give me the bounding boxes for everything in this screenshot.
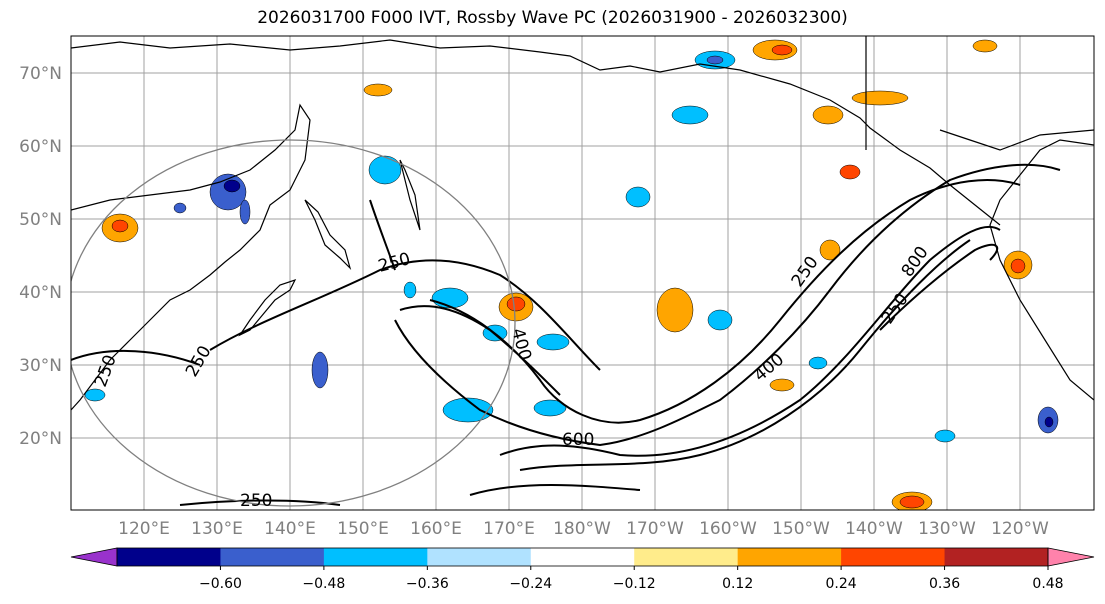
colorbar-tick-label: −0.60 — [199, 576, 242, 592]
contour-label: 250 — [240, 491, 272, 511]
colorbar-segment — [323, 548, 428, 566]
colorbar-tick-label: 0.24 — [826, 576, 857, 592]
lon-label: 140°E — [264, 519, 316, 539]
colorbar-extend-max — [1047, 547, 1095, 567]
colorbar-tick-label: −0.36 — [406, 576, 449, 592]
colorbar-extend-min — [70, 547, 118, 567]
lat-label: 20°N — [19, 429, 62, 449]
lat-label: 70°N — [19, 64, 62, 84]
colorbar-ticks: −0.60 −0.48 −0.36 −0.24 −0.12 0.12 0.24 0.36 0.4… — [199, 566, 1064, 592]
lon-label: 120°W — [991, 519, 1049, 539]
colorbar-segment — [530, 548, 635, 566]
map-title: 2026031700 F000 IVT, Rossby Wave PC (202… — [257, 8, 848, 28]
colorbar-tick-label: 0.36 — [929, 576, 960, 592]
anomaly-patches — [84, 39, 1059, 510]
colorbar: −0.60 −0.48 −0.36 −0.24 −0.12 0.12 0.24 0.36 0.4… — [70, 547, 1095, 592]
lon-label: 180°W — [553, 519, 611, 539]
longitude-labels: 120°E 130°E 140°E 150°E 160°E 170°E 180°… — [118, 519, 1049, 539]
coastlines — [71, 36, 1094, 411]
colorbar-tick-label: −0.48 — [302, 576, 345, 592]
lat-label: 50°N — [19, 210, 62, 230]
colorbar-frame — [116, 547, 1049, 567]
lon-label: 130°W — [918, 519, 976, 539]
lon-label: 130°E — [191, 519, 243, 539]
colorbar-segment — [737, 548, 842, 566]
lon-label: 170°E — [483, 519, 535, 539]
lon-label: 150°W — [772, 519, 830, 539]
lon-label: 170°W — [626, 519, 684, 539]
colorbar-segment — [220, 548, 325, 566]
lat-label: 60°N — [19, 137, 62, 157]
lat-label: 30°N — [19, 356, 62, 376]
lon-label: 140°W — [845, 519, 903, 539]
colorbar-segment — [944, 548, 1049, 566]
colorbar-tick-label: −0.12 — [613, 576, 656, 592]
lon-label: 120°E — [118, 519, 170, 539]
colorbar-segment — [117, 548, 221, 566]
colorbar-tick-label: 0.48 — [1032, 576, 1063, 592]
lon-label: 160°W — [699, 519, 757, 539]
gridlines — [71, 36, 1094, 510]
lon-label: 150°E — [337, 519, 389, 539]
colorbar-segment — [634, 548, 739, 566]
ivt-contours — [71, 163, 1061, 506]
plot-frame — [70, 35, 1095, 511]
colorbar-tick-label: −0.24 — [509, 576, 552, 592]
lat-label: 40°N — [19, 283, 62, 303]
colorbar-tick-label: 0.12 — [722, 576, 753, 592]
contour-label: 600 — [562, 430, 594, 450]
reference-circle — [71, 139, 516, 507]
colorbar-segment — [841, 548, 946, 566]
lon-label: 160°E — [410, 519, 462, 539]
latitude-labels: 70°N 60°N 50°N 40°N 30°N 20°N — [19, 64, 62, 449]
colorbar-segment — [427, 548, 532, 566]
colorbar-segments — [70, 547, 1095, 567]
